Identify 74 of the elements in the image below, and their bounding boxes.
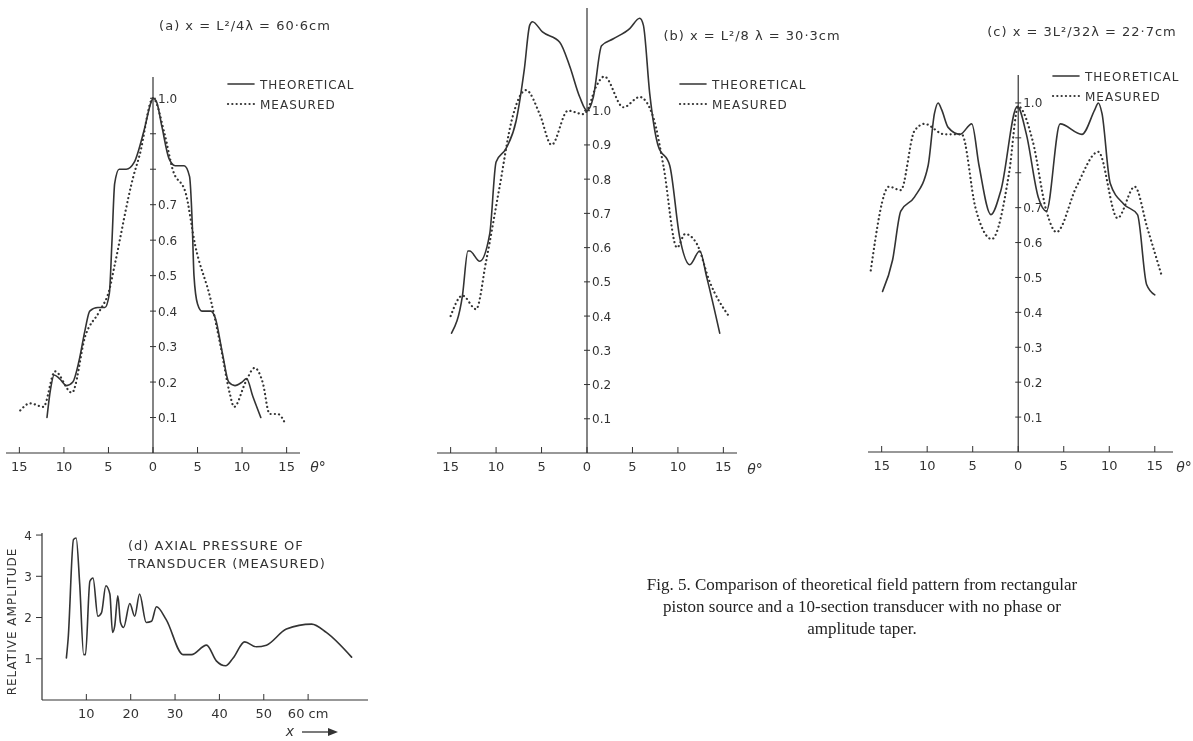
y-tick-label: 0.2 bbox=[158, 375, 178, 390]
y-tick-label: 0.2 bbox=[592, 378, 612, 393]
y-tick-label: 0.6 bbox=[1023, 236, 1043, 251]
y-tick-label: 0.6 bbox=[592, 241, 612, 256]
x-tick-label: 10 bbox=[487, 459, 505, 474]
chart-title: (c) x = 3L²/32λ = 22·7cm bbox=[987, 24, 1177, 39]
y-tick-label: 0.8 bbox=[592, 172, 612, 187]
legend-label: MEASURED bbox=[1085, 89, 1161, 104]
y-tick-label: 0.3 bbox=[592, 343, 612, 358]
y-tick-label: 0.1 bbox=[158, 411, 178, 426]
x-tick-label: 0 bbox=[1014, 458, 1023, 473]
x-tick-label: 15 bbox=[873, 458, 890, 473]
y-tick-label: 0.3 bbox=[158, 340, 178, 355]
x-tick-label: 15 bbox=[442, 459, 459, 474]
y-tick-label: 0.4 bbox=[158, 304, 178, 319]
legend-label: THEORETICAL bbox=[259, 77, 355, 92]
y-axis-title: RELATIVE AMPLITUDE bbox=[5, 547, 19, 696]
x-tick-label: 15 bbox=[715, 459, 732, 474]
x-tick-label: 15 bbox=[11, 459, 28, 474]
x-tick-label: 10 bbox=[669, 459, 687, 474]
x-tick-label: 5 bbox=[1059, 458, 1068, 473]
y-tick-label: 0.1 bbox=[592, 412, 612, 427]
y-tick-label: 0.5 bbox=[592, 275, 612, 290]
y-tick-label: 1.0 bbox=[592, 104, 612, 119]
text: (b) x = L²/8 λ = 30·3cm bbox=[663, 28, 841, 43]
x-tick-label: 5 bbox=[537, 459, 546, 474]
y-tick-label: 0.6 bbox=[158, 233, 178, 248]
y-tick-label: 0.7 bbox=[158, 198, 178, 213]
y-tick-label: 0.3 bbox=[1023, 340, 1043, 355]
x-tick-label: 15 bbox=[278, 459, 295, 474]
x-tick-label: 5 bbox=[104, 459, 113, 474]
y-tick-label: 0.5 bbox=[158, 269, 178, 284]
x-axis-title: x bbox=[284, 723, 295, 739]
y-tick-label: 4 bbox=[24, 528, 32, 543]
x-tick-label: 20 bbox=[122, 706, 139, 721]
legend-label: MEASURED bbox=[260, 97, 336, 112]
legend-label: THEORETICAL bbox=[711, 77, 807, 92]
x-tick-label: 0 bbox=[582, 459, 592, 474]
chart-title: (a) x = L²/4λ = 60·6cm bbox=[159, 18, 331, 33]
x-tick-label: 10 bbox=[55, 459, 73, 474]
y-tick-label: 0.4 bbox=[592, 309, 612, 324]
x-tick-label: 5 bbox=[193, 459, 202, 474]
caption: Fig. 5. Comparison of theoretical field pattern from rectangular piston source and a 10-section transducer with no phase or amplitude taper. bbox=[646, 575, 1078, 638]
y-tick-label: 1.0 bbox=[158, 91, 178, 106]
x-tick-label: 15 bbox=[1146, 458, 1164, 473]
y-tick-label: 0.1 bbox=[1023, 410, 1043, 425]
x-axis-title: θ° bbox=[747, 461, 763, 477]
x-axis-title: θ° bbox=[310, 459, 326, 475]
x-tick-label: 40 bbox=[211, 706, 228, 721]
x-tick-label: 5 bbox=[628, 459, 637, 474]
text: (d) AXIAL PRESSURE OF TRANSDUCER (MEASURED) bbox=[127, 538, 326, 571]
x-tick-label: 10 bbox=[918, 458, 936, 473]
y-tick-label: 0.5 bbox=[1023, 270, 1043, 285]
x-tick-label: 0 bbox=[148, 459, 158, 474]
y-tick-label: 3 bbox=[24, 569, 32, 584]
y-tick-label: 0.7 bbox=[1023, 201, 1043, 216]
legend-label: THEORETICAL bbox=[1084, 69, 1180, 84]
x-tick-label: 10 bbox=[78, 706, 95, 721]
y-tick-label: 2 bbox=[24, 611, 32, 626]
y-tick-label: 0.2 bbox=[1023, 375, 1043, 390]
y-tick-label: 0.9 bbox=[592, 138, 612, 153]
y-tick-label: 0.4 bbox=[1023, 305, 1043, 320]
x-axis-title: θ° bbox=[1176, 459, 1192, 475]
y-tick-label: 1 bbox=[24, 652, 32, 667]
line-series bbox=[65, 537, 353, 667]
legend-label: MEASURED bbox=[712, 97, 788, 112]
x-tick-label: 10 bbox=[233, 459, 251, 474]
x-tick-label: 50 bbox=[255, 706, 273, 721]
x-tick-label: 60 cm bbox=[287, 706, 329, 721]
x-tick-label: 5 bbox=[968, 458, 977, 473]
y-tick-label: 1.0 bbox=[1023, 96, 1043, 111]
x-tick-label: 10 bbox=[1101, 458, 1118, 473]
y-tick-label: 0.7 bbox=[592, 206, 612, 221]
x-tick-label: 30 bbox=[166, 706, 184, 721]
